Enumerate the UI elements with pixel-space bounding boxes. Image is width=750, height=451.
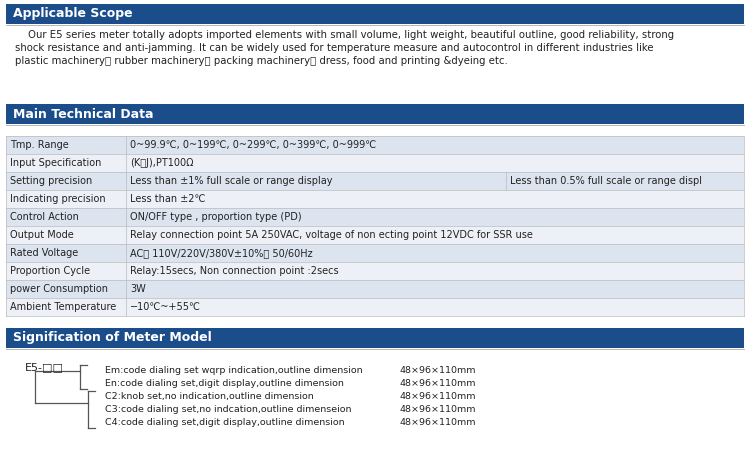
Text: shock resistance and anti-jamming. It can be widely used for temperature measure: shock resistance and anti-jamming. It ca… bbox=[15, 43, 653, 53]
Bar bbox=[6, 244, 744, 262]
Text: Input Specification: Input Specification bbox=[10, 158, 101, 168]
Text: Our E5 series meter totally adopts imported elements with small volume, light we: Our E5 series meter totally adopts impor… bbox=[15, 30, 674, 40]
Text: AC； 110V/220V/380V±10%， 50/60Hz: AC； 110V/220V/380V±10%， 50/60Hz bbox=[130, 248, 313, 258]
Bar bbox=[6, 208, 744, 226]
Bar bbox=[6, 262, 744, 280]
Text: ON/OFF type , proportion type (PD): ON/OFF type , proportion type (PD) bbox=[130, 212, 302, 222]
Bar bbox=[6, 154, 744, 172]
Text: plastic machinery， rubber machinery， packing machinery， dress, food and printing: plastic machinery， rubber machinery， pac… bbox=[15, 56, 508, 66]
Text: Output Mode: Output Mode bbox=[10, 230, 74, 240]
Bar bbox=[6, 328, 744, 348]
Text: Indicating precision: Indicating precision bbox=[10, 194, 106, 204]
Text: 48×96×110mm: 48×96×110mm bbox=[400, 366, 476, 375]
Text: C2:knob set,no indication,outline dimension: C2:knob set,no indication,outline dimens… bbox=[105, 392, 314, 401]
Text: En:code dialing set,digit display,outline dimension: En:code dialing set,digit display,outlin… bbox=[105, 379, 344, 388]
Text: 48×96×110mm: 48×96×110mm bbox=[400, 418, 476, 427]
Text: Main Technical Data: Main Technical Data bbox=[13, 107, 154, 120]
Text: Control Action: Control Action bbox=[10, 212, 79, 222]
Text: Proportion Cycle: Proportion Cycle bbox=[10, 266, 90, 276]
Text: (K、J),PT100Ω: (K、J),PT100Ω bbox=[130, 158, 194, 168]
Text: Em:code dialing set wqrp indication,outline dimension: Em:code dialing set wqrp indication,outl… bbox=[105, 366, 363, 375]
Text: Less than ±2℃: Less than ±2℃ bbox=[130, 194, 206, 204]
Bar bbox=[6, 136, 744, 154]
Text: Relay:15secs, Non connection point :2secs: Relay:15secs, Non connection point :2sec… bbox=[130, 266, 339, 276]
Text: −10℃~+55℃: −10℃~+55℃ bbox=[130, 302, 201, 312]
Text: 3W: 3W bbox=[130, 284, 146, 294]
Text: Rated Voltage: Rated Voltage bbox=[10, 248, 78, 258]
Bar bbox=[6, 298, 744, 316]
Bar bbox=[6, 226, 744, 244]
Text: 48×96×110mm: 48×96×110mm bbox=[400, 379, 476, 388]
Text: E5-□□: E5-□□ bbox=[25, 362, 64, 372]
Bar bbox=[6, 280, 744, 298]
Bar bbox=[6, 4, 744, 24]
Text: Less than ±1% full scale or range display: Less than ±1% full scale or range displa… bbox=[130, 176, 332, 186]
Text: C4:code dialing set,digit display,outline dimension: C4:code dialing set,digit display,outlin… bbox=[105, 418, 344, 427]
Text: Ambient Temperature: Ambient Temperature bbox=[10, 302, 116, 312]
Text: Less than 0.5% full scale or range displ: Less than 0.5% full scale or range displ bbox=[510, 176, 702, 186]
Bar bbox=[6, 190, 744, 208]
Bar bbox=[6, 172, 744, 190]
Bar bbox=[6, 104, 744, 124]
Text: Relay connection point 5A 250VAC, voltage of non ecting point 12VDC for SSR use: Relay connection point 5A 250VAC, voltag… bbox=[130, 230, 532, 240]
Text: Signification of Meter Model: Signification of Meter Model bbox=[13, 331, 211, 345]
Text: Tmp. Range: Tmp. Range bbox=[10, 140, 69, 150]
Text: 48×96×110mm: 48×96×110mm bbox=[400, 405, 476, 414]
Text: Setting precision: Setting precision bbox=[10, 176, 92, 186]
Text: 48×96×110mm: 48×96×110mm bbox=[400, 392, 476, 401]
Text: 0~99.9℃, 0~199℃, 0~299℃, 0~399℃, 0~999℃: 0~99.9℃, 0~199℃, 0~299℃, 0~399℃, 0~999℃ bbox=[130, 140, 376, 150]
Text: power Consumption: power Consumption bbox=[10, 284, 108, 294]
Text: Applicable Scope: Applicable Scope bbox=[13, 8, 133, 20]
Text: C3:code dialing set,no indcation,outline dimenseion: C3:code dialing set,no indcation,outline… bbox=[105, 405, 352, 414]
